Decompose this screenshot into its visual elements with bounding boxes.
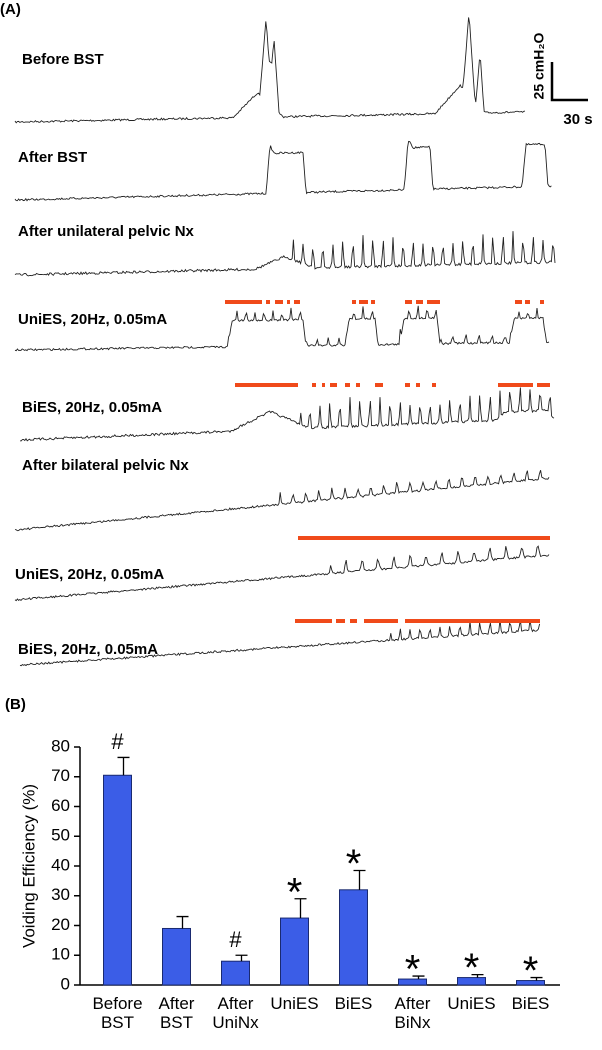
- error-bar: [530, 976, 543, 981]
- significance-marker: *: [405, 948, 421, 992]
- x-tick-label: After BST: [158, 994, 195, 1032]
- scale-bar: [550, 62, 588, 102]
- y-tick-label: 80: [51, 736, 70, 755]
- panel-label: (A): [0, 1, 21, 18]
- pressure-trace: [14, 231, 556, 277]
- error-bar: [471, 973, 484, 978]
- significance-marker: *: [464, 946, 480, 990]
- pressure-trace: [19, 619, 541, 667]
- significance-marker: *: [287, 870, 303, 914]
- trace-label: After unilateral pelvic Nx: [18, 223, 195, 240]
- y-tick-label: 30: [51, 885, 70, 904]
- trace-label: After BST: [18, 149, 87, 166]
- bar: [339, 889, 368, 986]
- y-tick-label: 10: [51, 945, 70, 964]
- pressure-trace: [14, 470, 550, 532]
- y-tick-label: 60: [51, 796, 70, 815]
- bar: [516, 980, 545, 986]
- trace-label: UniES, 20Hz, 0.05mA: [15, 566, 164, 583]
- trace-label: BiES, 20Hz, 0.05mA: [18, 641, 158, 658]
- error-bar: [412, 975, 425, 980]
- bar: [398, 978, 427, 986]
- y-tick-label: 70: [51, 766, 70, 785]
- scale-x-label: 30 s: [563, 111, 592, 128]
- bar: [162, 927, 191, 986]
- bar: [103, 774, 132, 986]
- trace-label: UniES, 20Hz, 0.05mA: [18, 311, 167, 328]
- trace-label: BiES, 20Hz, 0.05mA: [22, 399, 162, 416]
- error-bar: [294, 898, 307, 919]
- error-bar: [235, 954, 248, 962]
- trace-label: After bilateral pelvic Nx: [22, 457, 189, 474]
- y-tick-label: 40: [51, 855, 70, 874]
- y-tick-label: 0: [61, 974, 70, 993]
- x-tick-label: UniES: [447, 994, 496, 1013]
- pressure-trace: [14, 545, 550, 602]
- pressure-trace: [19, 387, 555, 442]
- pressure-trace: [14, 17, 526, 124]
- x-tick-label: After UniNx: [212, 994, 259, 1032]
- scale-y-label: 25 cmH₂O: [531, 32, 547, 99]
- significance-marker: #: [229, 927, 242, 952]
- bar: [457, 977, 486, 986]
- x-tick-label: Before BST: [92, 994, 143, 1032]
- x-tick-label: BiES: [334, 994, 373, 1013]
- y-axis-label: Voiding Efficiency (%): [19, 784, 38, 948]
- panel-label: (B): [5, 696, 26, 713]
- error-bar: [117, 756, 130, 776]
- error-bar: [353, 869, 366, 890]
- significance-marker: #: [111, 729, 124, 754]
- trace-label: Before BST: [22, 51, 104, 68]
- bar: [280, 917, 309, 986]
- significance-marker: *: [523, 949, 539, 993]
- error-bar: [176, 915, 189, 929]
- x-tick-label: BiES: [511, 994, 550, 1013]
- x-tick-label: UniES: [270, 994, 319, 1013]
- bar: [221, 960, 250, 986]
- y-tick-label: 50: [51, 826, 70, 845]
- pressure-trace: [14, 140, 552, 202]
- x-tick-label: After BiNx: [394, 994, 431, 1032]
- significance-marker: *: [346, 842, 362, 886]
- y-tick-label: 20: [51, 915, 70, 934]
- pressure-trace: [14, 305, 550, 352]
